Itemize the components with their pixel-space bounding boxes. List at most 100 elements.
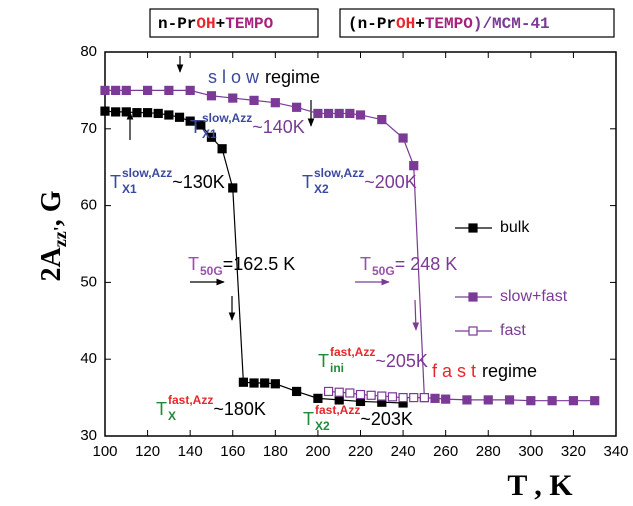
data-point — [206, 91, 217, 101]
y-tick-label: 30 — [80, 427, 97, 444]
annotation-base: T — [110, 172, 121, 192]
title-part: TEMPO — [225, 15, 273, 33]
x-tick-label: 120 — [135, 443, 160, 460]
annotation-sub: X — [168, 409, 176, 423]
annotation-rest: =162.5 K — [223, 254, 296, 274]
annotation-rest: ~140K — [252, 117, 305, 137]
x-tick-label: 140 — [178, 443, 203, 460]
data-point — [111, 85, 121, 96]
title-part: + — [216, 15, 226, 33]
data-point — [121, 85, 131, 96]
y-tick-label: 50 — [80, 273, 97, 290]
data-point — [462, 395, 472, 405]
data-point — [164, 110, 174, 120]
y-tick-label: 40 — [80, 350, 97, 367]
annotation-rest: ~200K — [364, 172, 417, 192]
annotation-sub: ini — [330, 361, 344, 375]
data-point — [409, 393, 419, 403]
y-tick-label: 70 — [80, 120, 97, 137]
data-point — [323, 386, 334, 397]
title-box — [149, 8, 319, 38]
annotation-base: T — [360, 254, 371, 274]
annotation-rest: ~180K — [213, 399, 266, 419]
data-point — [260, 378, 270, 388]
x-tick-label: 260 — [433, 443, 458, 460]
data-point — [345, 388, 355, 398]
data-point — [313, 393, 323, 403]
title: n-PrOH+TEMPO — [158, 15, 274, 33]
plot-frame — [104, 51, 617, 437]
title-box — [339, 8, 615, 38]
x-tick-label: 100 — [92, 443, 117, 460]
legend-label: bulk — [500, 219, 530, 236]
data-point — [398, 393, 408, 403]
annotation-base: T — [302, 172, 313, 192]
annotation-sup: slow,Azz — [202, 111, 252, 125]
annotation-rest: ~203K — [360, 409, 413, 429]
legend-label: slow+fast — [500, 288, 568, 305]
annotation-sub: 50G — [372, 264, 395, 278]
data-point — [270, 98, 280, 108]
annotation-base: T — [190, 117, 201, 137]
title-part: OH — [396, 15, 415, 33]
annotation-sub: X1 — [202, 127, 217, 141]
annotation-rest: regime — [477, 361, 537, 381]
data-point — [153, 108, 163, 119]
data-point — [100, 85, 110, 96]
annotation-sub: X2 — [315, 419, 330, 433]
data-point — [568, 396, 579, 406]
arrow — [412, 299, 420, 331]
annotation-base: T — [303, 409, 314, 429]
data-point — [345, 108, 355, 119]
annotation-base: T — [188, 254, 199, 274]
data-point — [377, 391, 387, 401]
data-point — [419, 393, 429, 403]
data-point — [409, 161, 419, 171]
data-point — [228, 93, 238, 103]
legend-marker — [468, 326, 478, 336]
annotation-sub: X2 — [314, 182, 329, 196]
annotation-sub: 50G — [200, 264, 223, 278]
annotation-base: T — [318, 351, 329, 371]
annotation-sup: slow,Azz — [314, 166, 364, 180]
data-point — [504, 395, 515, 405]
data-point — [323, 108, 334, 119]
y-axis-label: 2Azz', G — [36, 190, 70, 281]
annotation-sup: fast,Azz — [330, 345, 375, 359]
data-point — [441, 394, 451, 404]
data-point — [526, 396, 536, 406]
legend-label: fast — [500, 322, 526, 339]
data-point — [174, 112, 185, 122]
data-point — [430, 393, 440, 403]
legend-marker — [468, 223, 478, 233]
data-point — [334, 108, 344, 119]
annotation-sup: fast,Azz — [315, 403, 360, 417]
annotation-base: s l o w — [208, 67, 260, 87]
data-point — [164, 85, 174, 96]
data-point — [121, 107, 131, 117]
y-label-rest: , G — [36, 190, 67, 226]
title-part: n-Pr — [158, 15, 196, 33]
arrows — [126, 56, 420, 331]
data-point — [206, 132, 217, 142]
title: (n-PrOH+TEMPO)/MCM-41 — [348, 15, 550, 33]
annotation-rest: = 248 K — [395, 254, 458, 274]
x-axis-label: T , K — [507, 469, 573, 502]
annotation-sub: X1 — [122, 182, 137, 196]
data-point — [313, 108, 323, 119]
x-tick-label: 340 — [603, 443, 628, 460]
title-part: n-Pr — [358, 15, 396, 33]
data-point — [196, 120, 206, 130]
data-point — [238, 377, 248, 387]
data-point — [398, 133, 408, 143]
x-tick-label: 160 — [220, 443, 245, 460]
x-tick-label: 220 — [348, 443, 373, 460]
x-tick-label: 180 — [263, 443, 288, 460]
annotation-rest: ~130K — [172, 172, 225, 192]
y-tick-label: 60 — [80, 197, 97, 214]
annotation-rest: regime — [260, 67, 320, 87]
data-point — [249, 95, 259, 105]
y-label-sub: zz' — [50, 226, 70, 247]
annotation-sup: fast,Azz — [168, 393, 213, 407]
